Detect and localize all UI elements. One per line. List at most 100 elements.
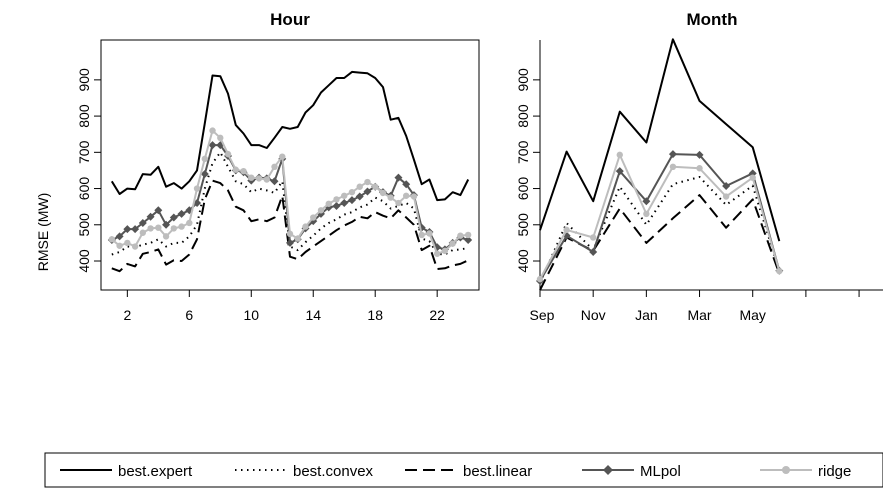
point-ridge <box>317 207 325 214</box>
point-ridge <box>333 196 340 203</box>
point-mlpol <box>162 220 171 229</box>
point-ridge <box>248 174 255 181</box>
point-ridge <box>464 231 472 239</box>
point-ridge <box>325 200 332 207</box>
legend-item-best-linear: best.linear <box>405 463 532 480</box>
y-tick-label: 400 <box>515 249 531 273</box>
point-mlpol <box>615 167 624 176</box>
point-ridge <box>131 243 139 250</box>
point-ridge <box>232 166 239 173</box>
y-tick-label: 700 <box>515 140 531 164</box>
point-mlpol <box>208 141 217 150</box>
point-mlpol <box>464 236 473 244</box>
point-ridge <box>178 223 185 230</box>
point-ridge <box>124 239 131 247</box>
point-ridge <box>224 150 232 158</box>
point-ridge <box>302 223 309 230</box>
point-ridge <box>364 178 371 186</box>
y-tick-label: 500 <box>76 213 92 237</box>
y-tick-label: 900 <box>515 68 531 92</box>
series-line-ridge <box>539 153 781 280</box>
legend-label-best-linear: best.linear <box>463 463 532 480</box>
point-ridge <box>722 193 730 200</box>
point-ridge <box>201 155 208 163</box>
point-mlpol <box>722 182 731 191</box>
point-ridge <box>669 163 677 171</box>
series-line-mlpol <box>539 153 781 282</box>
point-ridge <box>170 225 178 232</box>
point-ridge <box>356 183 363 190</box>
point-ridge <box>255 175 263 182</box>
point-mlpol <box>177 209 186 218</box>
series-group-hour <box>107 70 473 273</box>
point-ridge <box>209 127 216 134</box>
point-ridge <box>162 233 170 240</box>
point-mlpol <box>402 180 411 189</box>
point-ridge <box>616 151 623 159</box>
point-mlpol <box>200 170 209 179</box>
x-tick-label: Mar <box>687 307 711 323</box>
x-tick-label: Jan <box>635 307 658 323</box>
y-tick-label: 600 <box>76 177 92 201</box>
point-mlpol <box>394 173 403 182</box>
point-ridge <box>294 235 301 242</box>
legend-marker-mlpol <box>603 465 613 475</box>
point-mlpol <box>154 206 163 215</box>
point-ridge <box>536 275 544 283</box>
x-tick-label: Nov <box>581 307 606 323</box>
point-ridge <box>155 224 162 231</box>
panel-hour: Hour 400 500 600 700 800 900 2 6 10 14 18 22 <box>76 10 480 323</box>
y-tick-label: 600 <box>515 177 531 201</box>
point-ridge <box>563 226 570 234</box>
legend-item-ridge: ridge <box>760 463 851 480</box>
series-line-best_linear <box>111 179 469 273</box>
legend-item-best-expert: best.expert <box>60 463 193 480</box>
point-ridge <box>279 153 286 160</box>
x-tick-label: 10 <box>243 307 259 323</box>
point-mlpol <box>668 150 677 159</box>
point-mlpol <box>146 212 155 221</box>
point-mlpol <box>363 187 372 196</box>
point-ridge <box>643 210 650 218</box>
point-ridge <box>147 225 154 232</box>
panel-month: Month 400 500 600 700 800 900 Sep Nov Jan Mar May <box>515 10 883 323</box>
x-tick-label: 6 <box>185 307 193 323</box>
legend: best.expert best.convex best.linear MLpo… <box>44 452 883 488</box>
legend-label-best-expert: best.expert <box>118 463 193 480</box>
point-ridge <box>426 230 433 237</box>
point-ridge <box>441 247 449 255</box>
point-ridge <box>271 163 278 171</box>
point-ridge <box>116 242 123 249</box>
point-ridge <box>457 232 464 239</box>
legend-label-best-convex: best.convex <box>293 463 374 480</box>
point-ridge <box>379 189 387 197</box>
point-ridge <box>449 240 456 247</box>
series-line-best_convex <box>111 151 469 256</box>
point-ridge <box>217 134 224 142</box>
point-ridge <box>372 183 379 190</box>
point-mlpol <box>169 213 178 222</box>
point-ridge <box>395 199 402 207</box>
point-ridge <box>696 165 703 172</box>
point-ridge <box>402 192 410 199</box>
point-ridge <box>240 167 247 175</box>
y-tick-label: 400 <box>76 249 92 273</box>
point-ridge <box>310 214 317 221</box>
point-mlpol <box>332 201 341 210</box>
point-ridge <box>139 229 147 236</box>
point-ridge <box>348 188 356 196</box>
plot-box-hour <box>100 39 480 291</box>
legend-label-mlpol: MLpol <box>640 463 681 480</box>
x-tick-label: 18 <box>367 307 383 323</box>
point-mlpol <box>270 177 279 186</box>
legend-label-ridge: ridge <box>818 463 851 480</box>
point-mlpol <box>355 192 364 201</box>
point-mlpol <box>340 199 349 208</box>
y-tick-label: 800 <box>515 104 531 128</box>
axes-month: 400 500 600 700 800 900 Sep Nov Jan Mar May <box>515 68 860 323</box>
x-tick-label: 2 <box>123 307 131 323</box>
panel-title-hour: Hour <box>270 10 310 29</box>
axes-hour: 400 500 600 700 800 900 2 6 10 14 18 22 <box>76 68 445 323</box>
point-ridge <box>749 174 756 181</box>
y-tick-label: 900 <box>76 68 92 92</box>
